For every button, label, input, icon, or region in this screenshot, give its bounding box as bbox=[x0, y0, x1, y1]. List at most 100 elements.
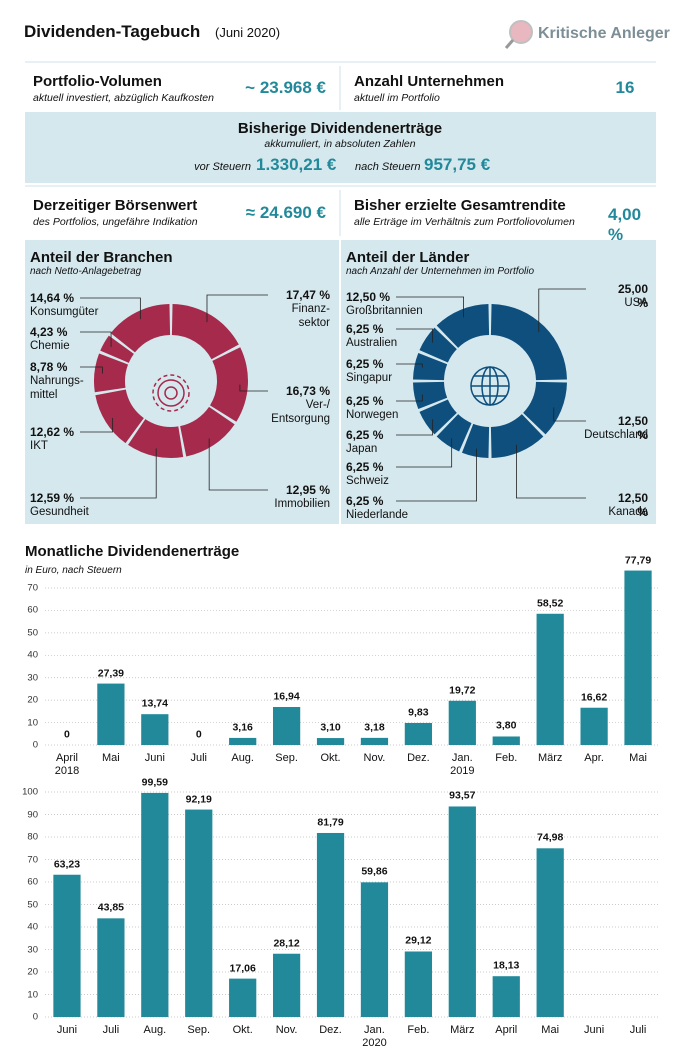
bar bbox=[492, 976, 520, 1017]
bar bbox=[97, 918, 125, 1017]
chart-subtitle: nach Netto-Anlagebetrag bbox=[30, 266, 142, 277]
chart-subtitle: nach Anzahl der Unternehmen im Portfolio bbox=[346, 266, 535, 277]
leader-line bbox=[396, 328, 434, 343]
y-tick-label: 50 bbox=[27, 898, 38, 910]
bar bbox=[272, 953, 301, 1017]
pie-slice bbox=[100, 335, 134, 363]
leader-line bbox=[80, 297, 141, 320]
value-label: 92,19 bbox=[185, 792, 212, 805]
value-label: 99,59 bbox=[141, 776, 168, 789]
y-tick-label: 90 bbox=[27, 808, 38, 820]
value-label: 77,79 bbox=[624, 553, 652, 566]
value-label: 3,10 bbox=[320, 721, 341, 734]
value-label: 6,25 % bbox=[346, 428, 384, 442]
leader-line bbox=[396, 438, 453, 468]
y-tick-label: 10 bbox=[27, 988, 38, 1000]
pie-slice bbox=[413, 352, 448, 381]
value-label: 58,52 bbox=[537, 597, 564, 610]
pie-slice bbox=[93, 353, 129, 393]
value-label: 8,78 % bbox=[30, 360, 68, 374]
value-label: 14,64 % bbox=[30, 291, 75, 305]
leader-line bbox=[396, 363, 423, 368]
category-label: Schweiz bbox=[346, 475, 389, 487]
value-label: 12,59 % bbox=[30, 491, 75, 505]
x-tick-label: Juni bbox=[56, 1024, 78, 1036]
value-label: 3,18 bbox=[364, 721, 385, 734]
category-label: Konsumgüter bbox=[30, 306, 99, 318]
x-tick-label: Juni bbox=[584, 1024, 605, 1036]
leader-line bbox=[516, 444, 586, 499]
x-tick-label: Okt. bbox=[232, 1024, 253, 1036]
category-label: Niederlande bbox=[346, 509, 409, 521]
leader-line bbox=[80, 417, 114, 433]
bar bbox=[97, 683, 125, 745]
y-tick-label: 80 bbox=[27, 831, 38, 843]
pie-slice bbox=[171, 304, 239, 360]
value-label: 17,06 bbox=[229, 962, 256, 975]
x-tick-label: Sep. bbox=[275, 752, 298, 764]
bar bbox=[185, 809, 213, 1017]
value-label: 12,50 % bbox=[617, 491, 648, 520]
y-tick-label: 40 bbox=[27, 649, 38, 661]
value-label: 9,83 bbox=[408, 706, 429, 719]
x-tick-label: Mai bbox=[541, 1024, 560, 1036]
kpi-note: akkumuliert, in absoluten Zahlen bbox=[264, 138, 416, 150]
value-label: 43,85 bbox=[97, 901, 125, 914]
kpi-label: Bisherige Dividendenerträge bbox=[237, 120, 443, 137]
x-tick-label: Jan. 2020 bbox=[362, 1024, 387, 1050]
bar bbox=[536, 613, 564, 745]
bar bbox=[448, 806, 476, 1017]
kpi-label: Anzahl Unternehmen bbox=[354, 73, 505, 90]
panel bbox=[25, 112, 656, 183]
leader-line bbox=[396, 296, 464, 318]
value-label: 6,25 % bbox=[346, 322, 384, 336]
value-label: 13,74 bbox=[141, 697, 168, 710]
value-label: 6,25 % bbox=[346, 394, 384, 408]
leader-line bbox=[396, 394, 423, 402]
title: Dividenden-Tagebuch bbox=[24, 22, 201, 41]
category-label: Immobilien bbox=[274, 498, 330, 510]
value-label: 16,73 % bbox=[285, 384, 330, 398]
x-tick-label: Dez. bbox=[407, 752, 430, 764]
value-label: 59,86 bbox=[361, 865, 388, 878]
value-label: 29,12 bbox=[405, 934, 432, 947]
pie-slice bbox=[436, 304, 490, 348]
pie-slice bbox=[436, 414, 472, 452]
gear-icon bbox=[152, 374, 190, 412]
value-label: 16,62 bbox=[580, 691, 608, 704]
value-label: 74,98 bbox=[537, 831, 564, 844]
bar bbox=[360, 737, 389, 745]
leader-line bbox=[80, 366, 103, 374]
value-label: 3,80 bbox=[496, 719, 517, 732]
chart-title: Anteil der Branchen bbox=[30, 249, 173, 266]
kpi-note: alle Erträge im Verhältnis zum Portfolio… bbox=[354, 216, 575, 228]
kpi-value: ≈ 24.690 € bbox=[245, 203, 326, 222]
chart-title: Anteil der Länder bbox=[346, 249, 470, 266]
y-tick-label: 50 bbox=[27, 627, 38, 639]
value-label: 63,23 bbox=[53, 858, 81, 871]
x-tick-label: Feb. bbox=[407, 1024, 430, 1036]
pie-slice bbox=[490, 414, 544, 458]
x-tick-label: März bbox=[537, 752, 563, 764]
x-tick-label: Jan. 2019 bbox=[450, 752, 475, 778]
kpi-value: 16 bbox=[615, 78, 635, 97]
x-tick-label: Okt. bbox=[320, 752, 341, 764]
bar bbox=[316, 738, 345, 745]
kpi-note: aktuell im Portfolio bbox=[354, 92, 440, 104]
globe-icon bbox=[470, 366, 510, 406]
category-label: Großbritannien bbox=[346, 305, 423, 317]
value-label: 16,94 bbox=[273, 690, 300, 703]
x-tick-label: Juli bbox=[629, 1024, 647, 1036]
value-label: 0 bbox=[195, 728, 202, 741]
value-label: 12,62 % bbox=[30, 425, 75, 439]
value-label: 6,25 % bbox=[346, 494, 384, 508]
kpi-value: ~ 23.968 € bbox=[245, 78, 326, 97]
logo-icon bbox=[504, 20, 533, 49]
pie-slice bbox=[413, 381, 448, 410]
x-tick-label: Mai bbox=[629, 752, 647, 764]
bar bbox=[53, 874, 81, 1017]
value-label: 28,12 bbox=[273, 937, 300, 950]
bar bbox=[229, 978, 257, 1017]
bar bbox=[404, 951, 433, 1017]
x-tick-label: Aug. bbox=[231, 752, 254, 764]
